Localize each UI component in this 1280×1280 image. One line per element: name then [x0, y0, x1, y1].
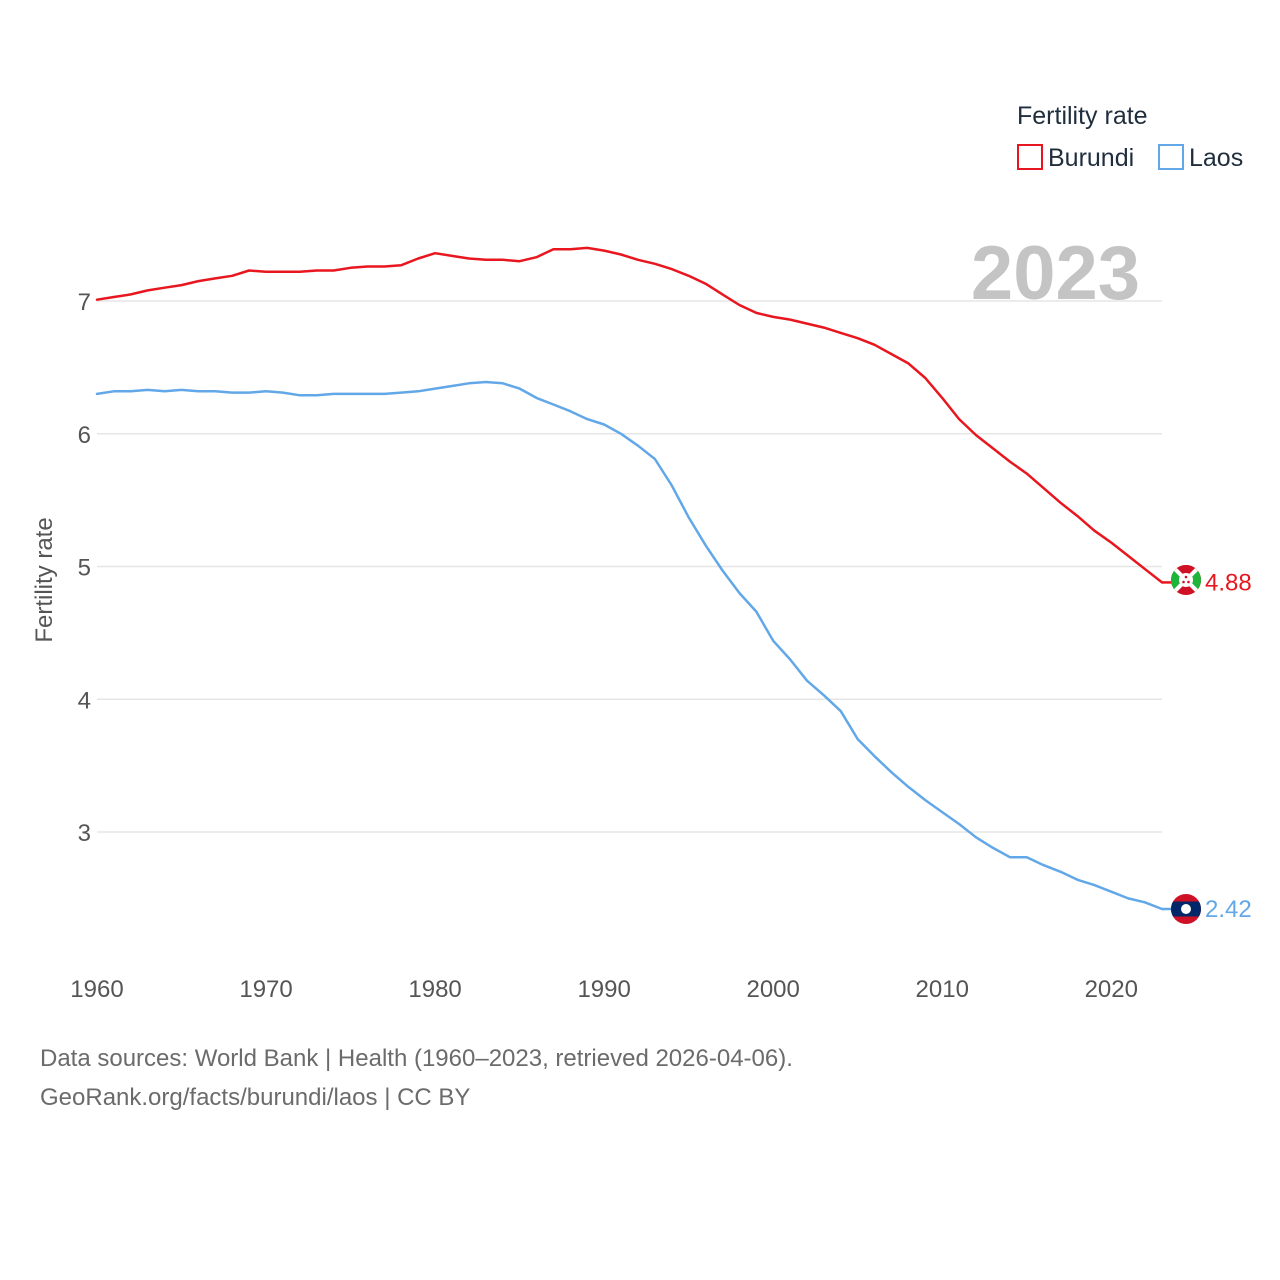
- x-tick-label: 1960: [70, 976, 123, 1003]
- y-tick-label: 6: [78, 422, 91, 449]
- legend-label-burundi: Burundi: [1048, 144, 1134, 172]
- x-tick-label: 2020: [1085, 976, 1138, 1003]
- legend-swatch-burundi: [1017, 144, 1043, 170]
- laos-flag-icon: [1171, 894, 1201, 924]
- end-value-label-burundi: 4.88: [1205, 569, 1252, 596]
- x-tick-label: 2000: [746, 976, 799, 1003]
- y-tick-label: 3: [78, 820, 91, 847]
- x-tick-label: 1980: [408, 976, 461, 1003]
- series-lines: [95, 246, 1164, 911]
- legend-title: Fertility rate: [1017, 102, 1148, 130]
- data-source-note: Data sources: World Bank | Health (1960–…: [40, 1045, 793, 1072]
- y-axis-title: Fertility rate: [31, 517, 58, 642]
- y-tick-label: 7: [78, 289, 91, 316]
- legend: Fertility rate Burundi Laos: [1017, 102, 1243, 172]
- gridlines: [97, 300, 1162, 833]
- x-axis: 1960 1970 1980 1990 2000 2010 2020: [70, 976, 1138, 1003]
- x-tick-label: 1990: [577, 976, 630, 1003]
- series-end-markers: 4.88 2.42: [1162, 569, 1252, 923]
- y-axis: 3 4 5 6 7: [78, 289, 91, 847]
- year-stamp: 2023: [971, 231, 1140, 316]
- series-line-laos: [95, 380, 1164, 911]
- legend-label-laos: Laos: [1189, 144, 1243, 172]
- burundi-flag-icon: [1171, 565, 1201, 595]
- legend-swatch-laos: [1158, 144, 1184, 170]
- end-value-label-laos: 2.42: [1205, 896, 1252, 923]
- series-line-burundi: [95, 246, 1164, 584]
- y-tick-label: 5: [78, 555, 91, 582]
- x-tick-label: 2010: [916, 976, 969, 1003]
- y-tick-label: 4: [78, 687, 91, 714]
- site-credit: GeoRank.org/facts/burundi/laos | CC BY: [40, 1084, 471, 1111]
- x-tick-label: 1970: [239, 976, 292, 1003]
